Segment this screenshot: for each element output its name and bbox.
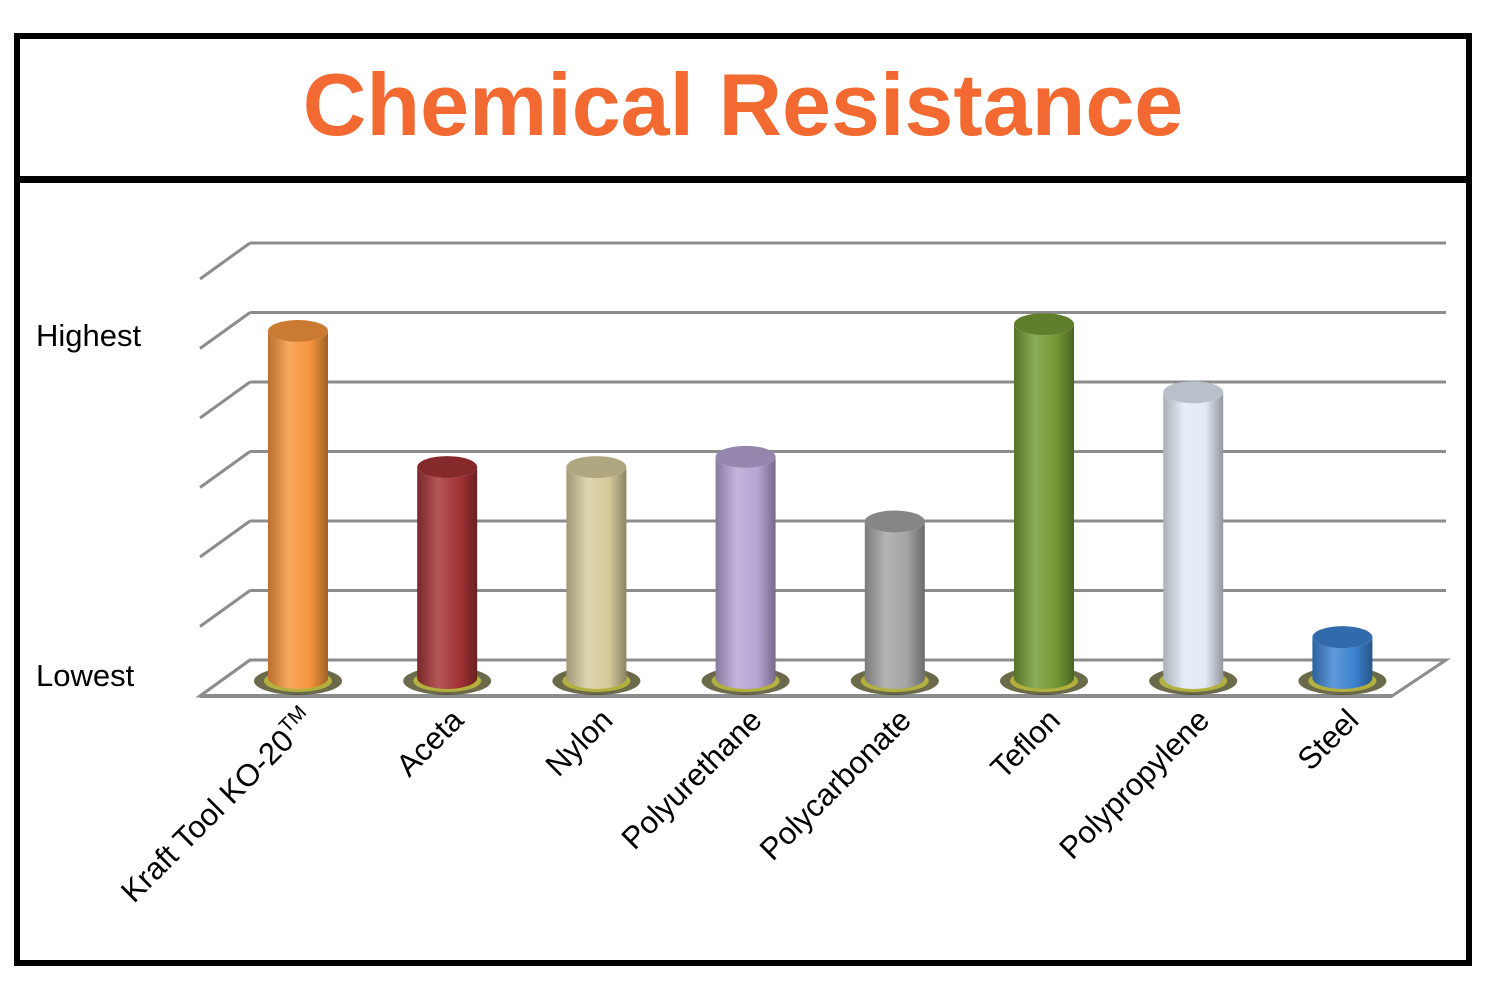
gridline-side (199, 380, 251, 420)
x-tick-label: Polypropylene (1052, 702, 1216, 866)
y-label-lowest: Lowest (36, 658, 135, 693)
x-tick-label: Nylon (539, 702, 620, 783)
bar-cap (715, 445, 776, 468)
x-tick-label: Teflon (984, 702, 1067, 785)
bar (1014, 324, 1074, 689)
bar-cap (417, 456, 478, 479)
bar-cap (1312, 626, 1373, 649)
bar-cap (566, 456, 627, 479)
gridline-side (199, 519, 251, 559)
bar-cap (1014, 313, 1074, 336)
chart-frame (14, 33, 1472, 966)
gridline-side (199, 311, 251, 350)
chart-title: Chemical Resistance (302, 55, 1184, 154)
x-tick-label: Aceta (389, 702, 470, 783)
bar (268, 331, 328, 689)
gridline-side (199, 450, 251, 489)
x-tick-label: Polycarbonate (753, 702, 918, 867)
x-tick-label: Kraft Tool KO-20TM (113, 701, 321, 909)
chart-floor (195, 658, 1451, 698)
bar (864, 521, 925, 689)
bar (417, 467, 478, 689)
bar (1163, 392, 1224, 689)
x-axis-labels: Kraft Tool KO-20TM Aceta NylonPolyurethane… (113, 701, 1365, 909)
x-tick-label: Polyurethane (615, 702, 769, 856)
chart-grid (199, 241, 1446, 698)
x-tick-label: Steel (1291, 702, 1366, 777)
bar (1312, 637, 1373, 689)
bar-cap (864, 510, 925, 533)
bar (566, 467, 627, 689)
chart-bars (254, 313, 1387, 695)
y-label-highest: Highest (36, 318, 141, 353)
bar-cap (1163, 381, 1224, 404)
gridline-side (199, 589, 251, 628)
bar (715, 456, 776, 689)
gridline-side (199, 241, 251, 281)
title-divider (14, 176, 1472, 183)
floor-plane (195, 658, 1451, 698)
bar-cap (268, 320, 328, 342)
